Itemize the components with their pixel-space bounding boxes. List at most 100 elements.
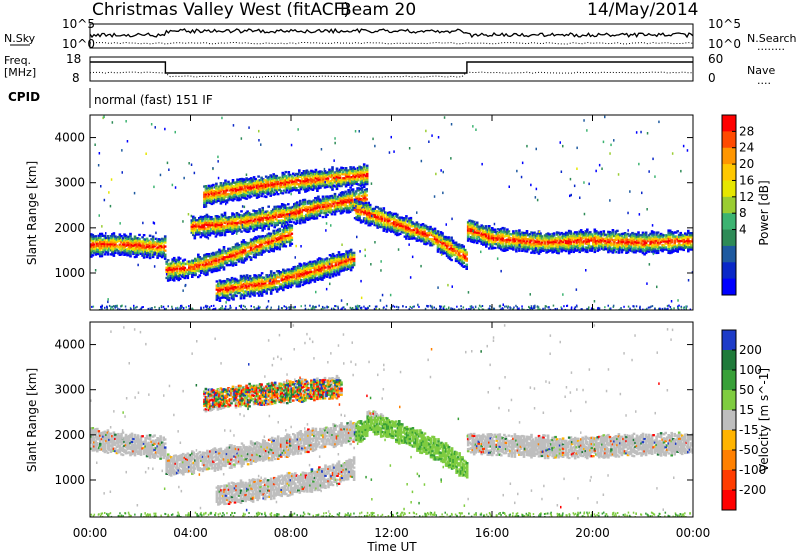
- range-gate-cell: [102, 242, 105, 245]
- range-gate-cell: [145, 243, 149, 246]
- range-gate-cell: [546, 236, 550, 239]
- range-gate-cell: [90, 251, 93, 254]
- range-gate-cell: [172, 279, 176, 282]
- range-gate-cell: [469, 238, 473, 241]
- range-gate-cell: [374, 209, 378, 213]
- range-gate-cell: [310, 181, 313, 185]
- range-gate-cell: [340, 184, 343, 188]
- range-gate-cell: [337, 263, 341, 266]
- range-gate-cell: [109, 239, 113, 242]
- range-gate-cell: [314, 183, 318, 186]
- range-gate-cell: [126, 254, 129, 257]
- range-gate-cell: [206, 253, 209, 256]
- range-gate-cell: [263, 242, 266, 245]
- range-gate-cell: [224, 252, 227, 255]
- range-gate-cell: [456, 245, 459, 248]
- range-gate-cell: [306, 272, 309, 276]
- range-gate-cell: [198, 219, 201, 222]
- range-gate-cell: [295, 180, 298, 184]
- range-gate-cell: [235, 282, 238, 285]
- range-gate-cell: [271, 288, 274, 292]
- range-gate-cell: [543, 248, 547, 251]
- range-gate-cell: [315, 213, 319, 216]
- range-gate-cell: [374, 220, 378, 223]
- range-gate-cell: [261, 235, 265, 238]
- range-gate-cell: [216, 227, 219, 230]
- range-gate-cell: [480, 226, 483, 229]
- range-gate-cell: [339, 261, 342, 265]
- range-gate-cell: [325, 273, 329, 276]
- range-gate-cell: [276, 209, 279, 212]
- range-gate-cell: [362, 205, 366, 208]
- range-gate-cell: [232, 213, 236, 216]
- range-gate-cell: [253, 278, 256, 281]
- range-gate-cell: [236, 258, 239, 261]
- range-gate-cell: [488, 233, 491, 236]
- range-gate-cell: [237, 246, 241, 249]
- range-gate-cell: [362, 173, 366, 176]
- range-gate-cell: [336, 254, 339, 257]
- range-gate-cell: [291, 280, 294, 283]
- range-gate-cell: [361, 202, 364, 205]
- range-gate-cell: [192, 217, 195, 220]
- range-gate-cell: [275, 233, 278, 236]
- range-gate-cell: [222, 192, 226, 195]
- range-gate-cell: [491, 231, 494, 234]
- range-gate-cell: [341, 209, 344, 212]
- range-gate-cell: [525, 240, 529, 243]
- range-gate-cell: [297, 210, 301, 213]
- range-gate-cell: [277, 270, 280, 273]
- range-gate-cell: [218, 254, 221, 257]
- range-gate-cell: [333, 207, 337, 210]
- range-gate-cell: [201, 220, 204, 223]
- range-gate-cell: [234, 225, 237, 229]
- range-gate-cell: [489, 229, 493, 232]
- range-gate-cell: [157, 244, 161, 247]
- range-gate-cell: [352, 261, 356, 265]
- range-gate-cell: [267, 192, 271, 195]
- range-gate-cell: [243, 221, 246, 224]
- range-gate-cell: [204, 187, 208, 190]
- range-gate-cell: [429, 227, 432, 231]
- range-gate-cell: [537, 250, 541, 253]
- range-gate-cell: [552, 234, 556, 237]
- range-gate-cell: [192, 273, 196, 276]
- range-gate-cell: [246, 222, 249, 225]
- range-gate-cell: [480, 234, 483, 237]
- range-gate-cell: [117, 240, 120, 243]
- range-gate-cell: [540, 235, 544, 238]
- range-gate-cell: [382, 215, 386, 218]
- range-gate-cell: [504, 234, 508, 238]
- range-gate-cell: [239, 192, 242, 195]
- range-gate-cell: [255, 241, 259, 244]
- range-gate-cell: [346, 177, 349, 180]
- range-gate-cell: [320, 211, 323, 214]
- range-gate-cell: [275, 189, 278, 192]
- range-gate-cell: [246, 182, 250, 186]
- range-gate-cell: [218, 252, 221, 255]
- range-gate-cell: [231, 224, 234, 227]
- range-gate-cell: [475, 221, 479, 224]
- range-gate-cell: [408, 223, 411, 226]
- range-gate-cell: [399, 232, 402, 235]
- range-gate-cell: [288, 208, 292, 211]
- range-gate-cell: [249, 252, 253, 255]
- range-gate-cell: [270, 175, 274, 178]
- range-gate-cell: [291, 216, 295, 219]
- range-gate-cell: [274, 273, 277, 277]
- range-gate-cell: [265, 284, 268, 287]
- range-gate-cell: [575, 243, 578, 246]
- range-gate-cell: [261, 180, 265, 183]
- range-gate-cell: [227, 257, 230, 261]
- range-gate-cell: [364, 209, 367, 213]
- range-gate-cell: [118, 243, 122, 246]
- range-gate-cell: [545, 233, 548, 236]
- range-gate-cell: [287, 185, 291, 188]
- range-gate-cell: [198, 231, 201, 234]
- range-gate-cell: [207, 253, 211, 256]
- range-gate-cell: [296, 178, 300, 182]
- range-gate-cell: [162, 244, 165, 247]
- range-gate-cell: [296, 217, 299, 220]
- range-gate-cell: [531, 248, 535, 251]
- range-gate-cell: [336, 266, 339, 269]
